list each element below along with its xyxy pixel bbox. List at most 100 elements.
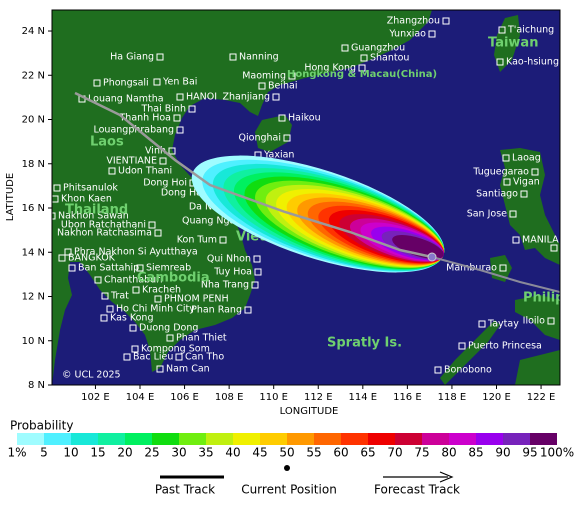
place-label: Iloilo xyxy=(523,316,546,327)
place-marker xyxy=(458,342,466,350)
x-tick-label: 108 E xyxy=(215,392,244,403)
legend-swatch xyxy=(503,433,530,445)
place-label: Tuguegarao xyxy=(472,167,529,178)
place-label: PHNOM PENH xyxy=(164,294,229,305)
place-marker xyxy=(52,212,56,220)
place-marker xyxy=(278,114,286,122)
place-label: Vigan xyxy=(513,177,540,188)
x-tick-label: 114 E xyxy=(349,392,378,403)
x-tick-label: 116 E xyxy=(393,392,422,403)
legend-swatch xyxy=(341,433,368,445)
place-marker xyxy=(428,30,436,38)
legend-label: 35 xyxy=(198,446,213,460)
legend-label: 50 xyxy=(279,446,294,460)
place-label: Nam Can xyxy=(166,364,210,375)
place-marker xyxy=(272,93,280,101)
x-tick-label: 120 E xyxy=(482,392,511,403)
place-marker xyxy=(136,264,144,272)
place-marker xyxy=(503,178,511,186)
place-label: Ha Giang xyxy=(110,52,154,63)
place-label: Kompong Som xyxy=(141,344,210,355)
place-marker xyxy=(258,82,266,90)
place-label: Maoming xyxy=(242,71,286,82)
place-label: Bac Lieu xyxy=(133,352,173,363)
legend-swatch xyxy=(152,433,179,445)
place-marker xyxy=(512,236,520,244)
land xyxy=(52,10,560,385)
legend-label: 25 xyxy=(144,446,159,460)
place-marker xyxy=(52,195,59,203)
legend-item: Past Track xyxy=(155,483,215,497)
place-label: Taytay xyxy=(487,319,519,330)
place-label: Kas Kong xyxy=(110,313,153,324)
place-label: Dong Ha xyxy=(161,188,202,199)
legend-item: Forecast Track xyxy=(374,483,460,497)
place-label: Kao-hsiung xyxy=(506,57,559,68)
legend-swatch xyxy=(368,433,395,445)
place-label: Ban Sattahip xyxy=(78,263,139,274)
place-marker xyxy=(166,334,174,342)
region-label: Cambodia xyxy=(137,271,210,286)
credit: © UCL 2025 xyxy=(62,370,121,381)
place-marker xyxy=(123,353,131,361)
place-label: Bonobono xyxy=(444,365,492,376)
place-label: Yaxian xyxy=(263,150,294,161)
place-marker xyxy=(173,114,181,122)
place-marker xyxy=(283,134,291,142)
place-label: Can Tho xyxy=(185,352,224,363)
place-label: Nha Trang xyxy=(201,280,249,291)
forecast-track xyxy=(431,256,560,293)
place-label: Phongsali xyxy=(103,78,149,89)
place-marker xyxy=(101,292,109,300)
place-marker xyxy=(156,365,164,373)
place-label: Yunxiao xyxy=(388,29,426,40)
y-tick-label: 20 N xyxy=(22,115,45,126)
place-marker xyxy=(153,78,161,86)
place-marker xyxy=(58,254,66,262)
legend-swatch xyxy=(125,433,152,445)
place-label: Louang Namtha xyxy=(88,94,164,105)
x-tick-label: 118 E xyxy=(438,392,467,403)
current-position xyxy=(427,252,437,262)
place-label: BANGKOK xyxy=(68,253,116,264)
legend-swatch xyxy=(98,433,125,445)
place-label: Ho Chi Minh City xyxy=(116,304,195,315)
x-tick-label: 122 E xyxy=(527,392,556,403)
legend-label: 90 xyxy=(495,446,510,460)
place-label: VIENTIANE xyxy=(106,156,157,167)
place-marker xyxy=(94,276,102,284)
place-marker xyxy=(154,229,162,237)
legend-label: 5 xyxy=(40,446,48,460)
place-label: Siemreab xyxy=(146,263,191,274)
place-marker xyxy=(64,248,72,256)
region-label: Hongkong & Macau(China) xyxy=(287,69,437,80)
place-label: Udon Thani xyxy=(118,166,172,177)
place-label: Yen Bai xyxy=(162,77,197,88)
place-label: Shantou xyxy=(370,53,409,64)
place-marker xyxy=(254,268,262,276)
x-tick-label: 110 E xyxy=(259,392,288,403)
place-label: Trat xyxy=(110,291,129,302)
place-marker xyxy=(229,53,237,61)
place-label: Puerto Princesa xyxy=(468,341,542,352)
place-marker xyxy=(358,64,366,72)
place-marker xyxy=(341,44,349,52)
y-tick-label: 18 N xyxy=(22,159,45,170)
place-label: Tuy Hoa xyxy=(213,267,252,278)
place-marker xyxy=(502,154,510,162)
place-marker xyxy=(148,221,156,229)
place-marker xyxy=(188,105,196,113)
place-marker xyxy=(434,366,442,374)
place-label: Guangzhou xyxy=(351,43,405,54)
region-label: Philippines xyxy=(523,291,580,306)
place-marker xyxy=(175,353,183,361)
legend-label: 1% xyxy=(7,446,26,460)
legend-label: 60 xyxy=(333,446,348,460)
place-marker xyxy=(132,286,140,294)
place-label: Thai Binh xyxy=(140,104,186,115)
place-marker xyxy=(547,317,555,325)
legend-item: Current Position xyxy=(241,483,337,497)
map-area: Zhangzhou Yunxiao T'aichung Kao-hsiung Guang… xyxy=(52,10,580,385)
place-marker xyxy=(244,306,252,314)
place-marker xyxy=(176,126,184,134)
